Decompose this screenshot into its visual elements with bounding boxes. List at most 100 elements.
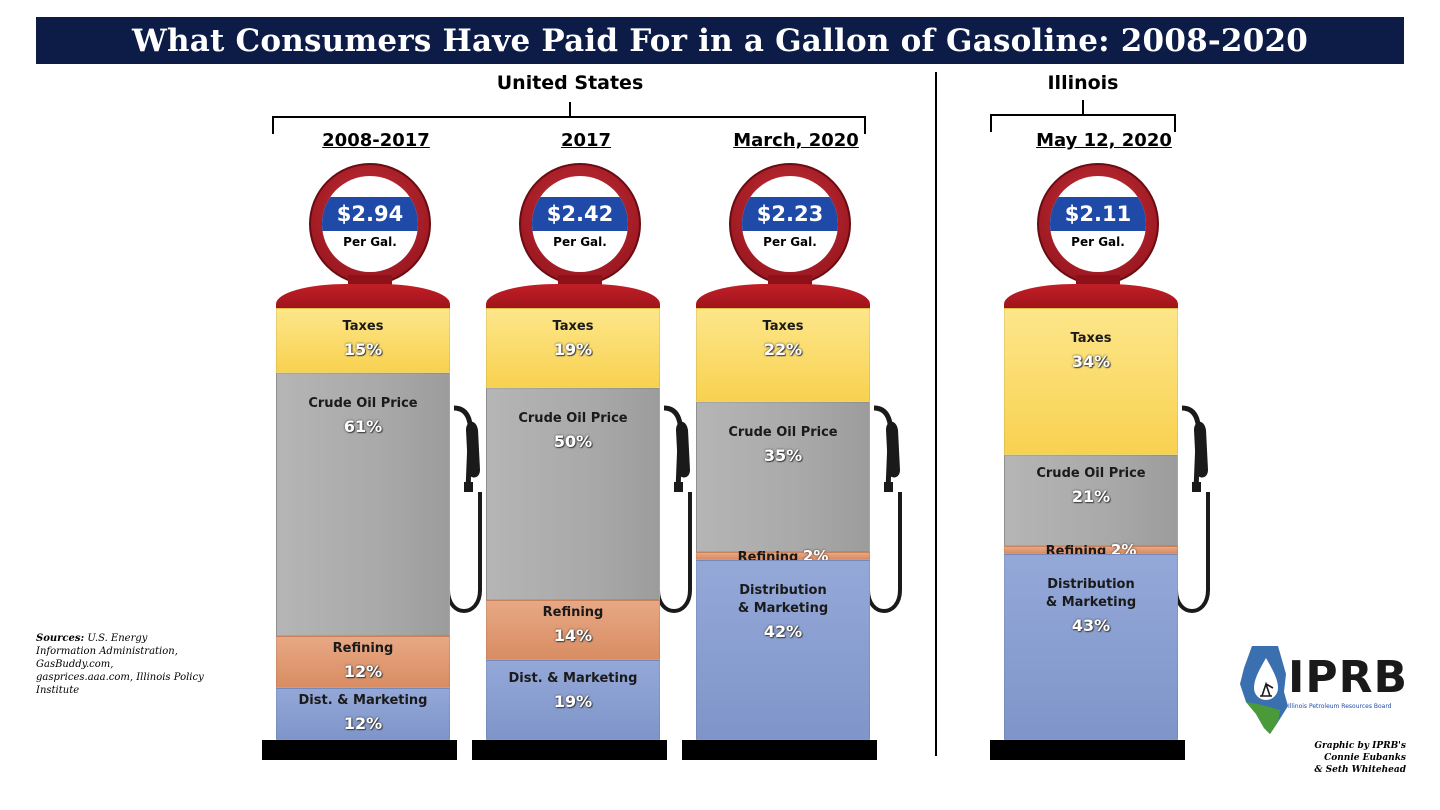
price-band: $2.42 <box>532 197 628 231</box>
price-band: $2.11 <box>1050 197 1146 231</box>
segment-percent-crude: 50% <box>553 432 593 452</box>
pump-globe: $2.94 Per Gal. <box>309 163 431 285</box>
iprb-logo: IPRB Illinois Petroleum Resources Board <box>1238 644 1408 736</box>
pump-base <box>682 740 877 760</box>
price-label: $2.23 <box>756 202 824 226</box>
nozzle-hose-icon <box>1174 405 1210 613</box>
sources-note: Sources: U.S. Energy Information Adminis… <box>36 632 206 697</box>
pump-top-cap <box>696 284 870 308</box>
pump-top-cap <box>1004 284 1178 308</box>
credit-line: Graphic by IPRB's <box>1314 741 1406 751</box>
segment-refining <box>276 636 450 689</box>
pump-top-cap <box>276 284 450 308</box>
segment-percent-taxes: 34% <box>1071 352 1111 371</box>
pump-base <box>990 740 1185 760</box>
bracket-us-center-tick <box>569 102 571 116</box>
per-gallon-label: Per Gal. <box>553 235 607 249</box>
segment-label-taxes: Taxes <box>1070 331 1112 346</box>
segment-label-taxes: Taxes <box>552 319 594 334</box>
segment-taxes <box>696 308 870 403</box>
pump-globe: $2.23 Per Gal. <box>729 163 851 285</box>
period-label: March, 2020 <box>733 130 859 151</box>
pump-globe-face: $2.42 Per Gal. <box>532 176 628 272</box>
segment-percent-dist: 43% <box>1071 616 1111 636</box>
segment-label-dist: Distribution & Marketing <box>737 583 829 616</box>
segment-label-refining: Refining <box>542 605 604 621</box>
segment-label-taxes: Taxes <box>342 319 384 334</box>
pump-globe-face: $2.11 Per Gal. <box>1050 176 1146 272</box>
logo-subtitle: Illinois Petroleum Resources Board <box>1288 703 1392 710</box>
segment-percent-crude: 21% <box>1071 486 1111 506</box>
illinois-map-icon <box>1240 646 1288 734</box>
segment-label-dist: Dist. & Marketing <box>508 670 638 686</box>
credit-line: & Seth Whitehead <box>1314 765 1406 776</box>
bracket-us <box>272 116 866 134</box>
segment-refining <box>1004 545 1178 555</box>
segment-percent-dist: 12% <box>343 714 383 734</box>
segment-percent-taxes: 22% <box>763 340 803 359</box>
segment-taxes <box>276 308 450 373</box>
segment-taxes <box>486 308 660 389</box>
segment-dist <box>1004 554 1178 740</box>
segment-percent: 2% <box>1110 540 1137 559</box>
price-band: $2.23 <box>742 197 838 231</box>
segment-crude <box>486 388 660 601</box>
sources-text: U.S. Energy Information Administration, … <box>36 633 204 696</box>
nozzle-hose-icon <box>866 405 902 613</box>
segment-crude <box>1004 454 1178 546</box>
region-label-il: Illinois <box>1047 72 1119 94</box>
price-label: $2.94 <box>336 202 404 226</box>
logo-text: IPRB <box>1288 652 1409 703</box>
pump-base <box>472 740 667 760</box>
bracket-il <box>990 114 1176 132</box>
graphic-credit: Graphic by IPRB's Connie Eubanks & Seth … <box>1280 740 1406 776</box>
region-divider <box>935 72 937 756</box>
price-band: $2.94 <box>322 197 418 231</box>
pump-globe-face: $2.94 Per Gal. <box>322 176 418 272</box>
period-label: 2017 <box>560 130 612 151</box>
segment-percent-refining: 14% <box>553 626 593 646</box>
pump-top-cap <box>486 284 660 308</box>
gas-pump: 2017 $2.42 Per Gal. Taxes 19% Crude Oil Price… <box>472 130 692 760</box>
segment-label-crude: Crude Oil Price <box>518 411 628 427</box>
segment-percent-dist: 19% <box>553 691 593 711</box>
period-label: May 12, 2020 <box>1036 130 1172 151</box>
segment-crude <box>276 372 450 637</box>
segment-dist <box>696 560 870 740</box>
pump-base <box>262 740 457 760</box>
segment-percent: 2% <box>802 547 829 566</box>
segment-label-crude: Crude Oil Price <box>308 395 418 411</box>
segment-label-taxes: Taxes <box>762 319 804 334</box>
segment-dist <box>276 688 450 740</box>
title-banner: What Consumers Have Paid For in a Gallon… <box>36 17 1404 64</box>
gas-pump: March, 2020 $2.23 Per Gal. Taxes 22% Crude Oi… <box>682 130 902 760</box>
price-label: $2.11 <box>1064 202 1132 226</box>
per-gallon-label: Per Gal. <box>763 235 817 249</box>
credit-line: Connie Eubanks <box>1324 753 1406 764</box>
pump-globe: $2.42 Per Gal. <box>519 163 641 285</box>
segment-label-dist: Distribution & Marketing <box>1045 577 1137 610</box>
region-label-us: United States <box>496 72 644 94</box>
segment-percent-crude: 61% <box>343 416 383 436</box>
segment-label-refining: Refining <box>332 641 394 657</box>
segment-percent-dist: 42% <box>763 622 803 642</box>
segment-percent-taxes: 19% <box>553 340 593 359</box>
segment-label-dist: Dist. & Marketing <box>298 693 428 709</box>
sources-label: Sources: <box>36 633 85 644</box>
segment-label-crude: Crude Oil Price <box>728 425 838 441</box>
segment-refining <box>696 551 870 561</box>
price-label: $2.42 <box>546 202 614 226</box>
segment-percent-crude: 35% <box>763 446 803 466</box>
segment-percent-taxes: 15% <box>343 340 383 359</box>
segment-percent-refining: 12% <box>343 662 383 682</box>
segment-refining <box>486 600 660 660</box>
segment-crude <box>696 402 870 552</box>
per-gallon-label: Per Gal. <box>343 235 397 249</box>
bracket-il-center-tick <box>1082 100 1084 114</box>
segment-taxes <box>1004 308 1178 455</box>
per-gallon-label: Per Gal. <box>1071 235 1125 249</box>
gas-pump: May 12, 2020 $2.11 Per Gal. Taxes 34% Crude O… <box>990 130 1210 760</box>
segment-dist <box>486 659 660 740</box>
period-label: 2008-2017 <box>322 130 430 151</box>
pump-globe-face: $2.23 Per Gal. <box>742 176 838 272</box>
